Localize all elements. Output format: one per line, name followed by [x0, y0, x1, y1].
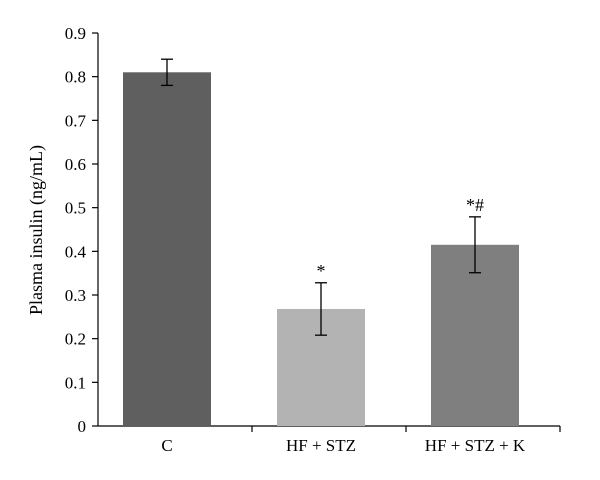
- y-axis: 0 0.1 0.2 0.3 0.4 0.5 0.6 0.7 0.8 0.9: [65, 24, 99, 436]
- x-category-label: HF + STZ: [286, 436, 356, 455]
- y-tick-label: 0.3: [65, 286, 86, 305]
- x-axis: C HF + STZ HF + STZ + K: [98, 425, 561, 455]
- significance-label: *#: [466, 195, 484, 215]
- y-tick-label: 0.2: [65, 330, 86, 349]
- x-category-label: C: [161, 436, 172, 455]
- bar: [431, 244, 519, 426]
- x-category-label: HF + STZ + K: [425, 436, 526, 455]
- y-tick-label: 0.1: [65, 373, 86, 392]
- y-tick-label: 0.9: [65, 24, 86, 43]
- bars-group: * *#: [123, 58, 519, 427]
- y-tick-label: 0.8: [65, 68, 86, 87]
- y-tick-label: 0.4: [65, 242, 87, 261]
- bar: [123, 72, 211, 427]
- y-tick-label: 0: [78, 417, 87, 436]
- significance-label: *: [317, 261, 326, 281]
- y-axis-title: Plasma insulin (ng/mL): [26, 145, 47, 315]
- y-tick-label: 0.5: [65, 199, 86, 218]
- y-tick-label: 0.7: [65, 111, 87, 130]
- y-tick-label: 0.6: [65, 155, 86, 174]
